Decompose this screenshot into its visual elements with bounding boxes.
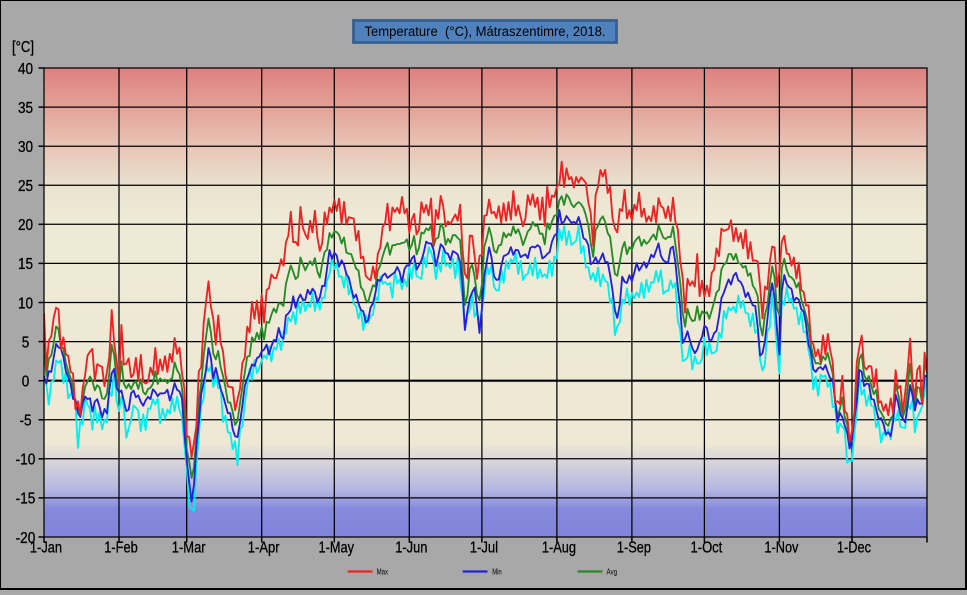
svg-text:1-Sep: 1-Sep [617,540,651,557]
svg-text:0: 0 [22,374,30,391]
svg-text:-20: -20 [16,530,36,547]
svg-text:15: 15 [18,256,33,273]
svg-text:1-Jun: 1-Jun [395,540,427,557]
svg-text:-10: -10 [16,452,36,469]
svg-text:35: 35 [18,100,33,117]
svg-text:25: 25 [18,178,33,195]
svg-text:Avg: Avg [607,568,618,577]
svg-text:Min: Min [492,568,502,577]
svg-text:5: 5 [22,334,30,351]
svg-text:Temperature (°C), Mátraszenti: Temperature (°C), Mátraszentimre, 2018. [365,24,606,40]
svg-text:20: 20 [18,217,33,234]
svg-text:Max: Max [377,568,389,577]
svg-text:1-Mar: 1-Mar [172,540,206,557]
svg-text:1-Aug: 1-Aug [542,540,576,557]
svg-text:1-May: 1-May [319,540,355,557]
svg-text:-5: -5 [19,413,31,430]
svg-text:1-Apr: 1-Apr [248,540,280,557]
svg-text:1-Nov: 1-Nov [764,540,798,557]
svg-text:1-Jul: 1-Jul [470,540,498,557]
svg-text:-15: -15 [16,491,36,508]
svg-text:40: 40 [18,61,33,78]
svg-text:1-Feb: 1-Feb [104,540,138,557]
svg-text:1-Oct: 1-Oct [691,540,723,557]
svg-text:1-Dec: 1-Dec [837,540,871,557]
svg-text:1-Jan: 1-Jan [30,540,62,557]
svg-text:30: 30 [18,139,33,156]
svg-text:10: 10 [18,295,33,312]
svg-text:[°C]: [°C] [12,39,34,56]
